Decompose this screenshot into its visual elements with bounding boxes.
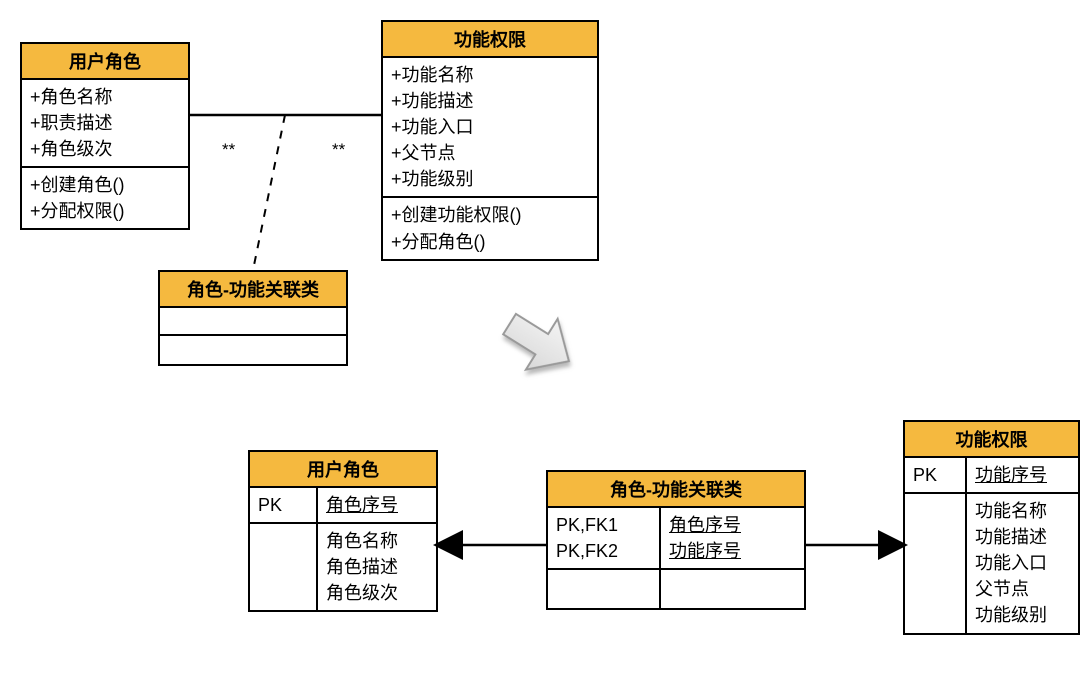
uml-assoc-class: 角色-功能关联类 bbox=[158, 270, 348, 366]
uml-attr: +功能入口 bbox=[391, 114, 589, 140]
uml-attr: +功能描述 bbox=[391, 88, 589, 114]
uml-attributes: +角色名称 +职责描述 +角色级次 bbox=[22, 80, 188, 168]
uml-class-title: 功能权限 bbox=[383, 22, 597, 58]
uml-operations: +创建角色() +分配权限() bbox=[22, 168, 188, 228]
uml-attributes bbox=[160, 308, 346, 336]
uml-attr: +角色名称 bbox=[30, 84, 180, 110]
transform-arrow-icon bbox=[494, 299, 585, 387]
erd-table-func-perm: 功能权限 PK 功能序号 功能名称 功能描述 功能入口 父节点 功能级别 bbox=[903, 420, 1080, 635]
erd-name-cell: 角色名称 角色描述 角色级次 bbox=[317, 523, 436, 610]
uml-op: +分配权限() bbox=[30, 198, 180, 224]
uml-class-title: 用户角色 bbox=[22, 44, 188, 80]
uml-attr: +职责描述 bbox=[30, 110, 180, 136]
erd-name-cell: 功能名称 功能描述 功能入口 父节点 功能级别 bbox=[966, 493, 1078, 632]
erd-key-cell: PK bbox=[905, 458, 966, 493]
erd-table-title: 功能权限 bbox=[905, 422, 1078, 458]
uml-class-title: 角色-功能关联类 bbox=[160, 272, 346, 308]
erd-key-cell: PK bbox=[250, 488, 317, 523]
uml-operations: +创建功能权限() +分配角色() bbox=[383, 198, 597, 258]
erd-table-assoc: 角色-功能关联类 PK,FK1 PK,FK2 角色序号 功能序号 bbox=[546, 470, 806, 610]
uml-assoc-dash bbox=[253, 115, 285, 270]
erd-name-cell bbox=[660, 569, 804, 608]
uml-op: +创建功能权限() bbox=[391, 202, 589, 228]
erd-name-cell: 角色序号 功能序号 bbox=[660, 508, 804, 569]
uml-attr: +父节点 bbox=[391, 140, 589, 166]
uml-class-user-role: 用户角色 +角色名称 +职责描述 +角色级次 +创建角色() +分配权限() bbox=[20, 42, 190, 230]
erd-key-cell bbox=[905, 493, 966, 632]
erd-table-user-role: 用户角色 PK 角色序号 角色名称 角色描述 角色级次 bbox=[248, 450, 438, 612]
uml-multiplicity-right: ** bbox=[332, 140, 345, 160]
erd-name-cell: 角色序号 bbox=[317, 488, 436, 523]
uml-attributes: +功能名称 +功能描述 +功能入口 +父节点 +功能级别 bbox=[383, 58, 597, 198]
erd-key-cell bbox=[250, 523, 317, 610]
erd-key-cell bbox=[548, 569, 660, 608]
uml-op: +分配角色() bbox=[391, 229, 589, 255]
uml-class-func-perm: 功能权限 +功能名称 +功能描述 +功能入口 +父节点 +功能级别 +创建功能权… bbox=[381, 20, 599, 261]
erd-name-cell: 功能序号 bbox=[966, 458, 1078, 493]
uml-attr: +功能名称 bbox=[391, 62, 589, 88]
erd-table-title: 用户角色 bbox=[250, 452, 436, 488]
erd-table-title: 角色-功能关联类 bbox=[548, 472, 804, 508]
uml-attr: +角色级次 bbox=[30, 136, 180, 162]
erd-key-cell: PK,FK1 PK,FK2 bbox=[548, 508, 660, 569]
uml-op: +创建角色() bbox=[30, 172, 180, 198]
uml-operations bbox=[160, 336, 346, 364]
uml-attr: +功能级别 bbox=[391, 166, 589, 192]
uml-multiplicity-left: ** bbox=[222, 140, 235, 160]
